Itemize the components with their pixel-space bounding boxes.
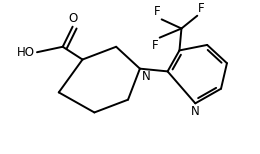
Text: F: F xyxy=(198,2,205,15)
Text: O: O xyxy=(68,12,77,25)
Text: HO: HO xyxy=(17,46,35,59)
Text: F: F xyxy=(154,5,161,18)
Text: F: F xyxy=(152,38,159,52)
Text: N: N xyxy=(191,105,200,118)
Text: N: N xyxy=(142,71,151,83)
